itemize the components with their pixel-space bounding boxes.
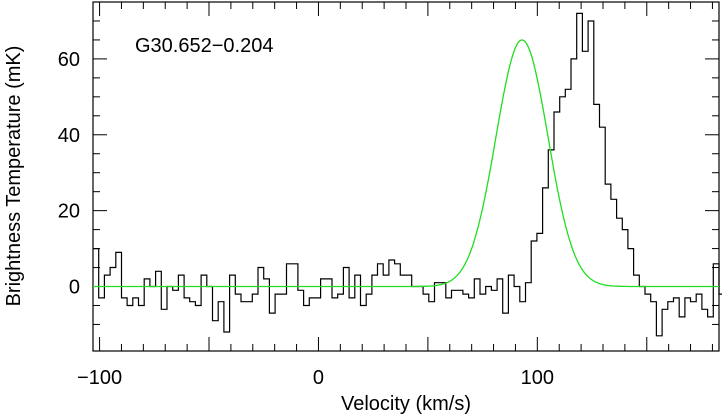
x-tick-label: 0: [313, 367, 324, 389]
y-tick-labels: 0 20 40 60: [58, 49, 80, 299]
gaussian-fit-line: [93, 39, 719, 288]
y-tick-label: 20: [58, 201, 80, 223]
y-tick-label: 0: [69, 277, 80, 299]
x-tick-label: 100: [521, 367, 554, 389]
x-tick-label: −100: [77, 367, 122, 389]
x-axis-label: Velocity (km/s): [341, 393, 471, 415]
observed-spectrum-histogram: [93, 12, 722, 337]
axis-ticks: [93, 2, 719, 351]
x-tick-labels: −100 0 100: [77, 367, 554, 389]
series-layer: [93, 12, 722, 337]
chart-title: G30.652−0.204: [135, 35, 273, 57]
y-tick-label: 40: [58, 125, 80, 147]
y-tick-label: 60: [58, 49, 80, 71]
y-axis-label: Brightness Temperature (mK): [3, 46, 25, 307]
